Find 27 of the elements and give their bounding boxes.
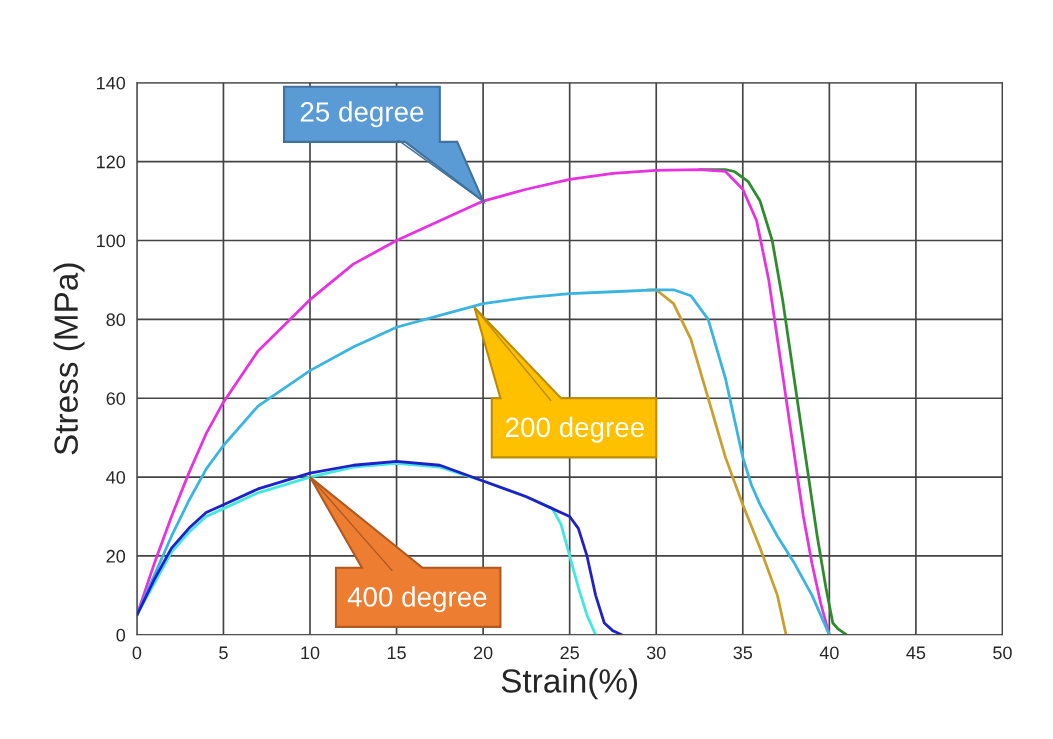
x-tick-label: 20 <box>473 646 493 660</box>
y-tick-label: 80 <box>106 313 126 327</box>
x-tick-label: 30 <box>646 646 666 660</box>
x-tick-label: 40 <box>819 646 839 660</box>
line-series <box>646 288 788 635</box>
x-tick-label: 50 <box>993 646 1012 660</box>
y-tick-label: 40 <box>106 471 126 484</box>
annotation: 200 degree <box>505 416 644 443</box>
x-tick-label: 45 <box>906 646 926 660</box>
annotation: 25 degree <box>300 101 424 128</box>
x-axis-title: Strain(%) <box>501 668 638 700</box>
annotation: 400 degree <box>347 586 487 613</box>
y-tick-label: 20 <box>106 549 126 563</box>
y-tick-label: 140 <box>97 76 126 90</box>
x-tick-label: 25 <box>560 646 579 660</box>
y-tick-label: 60 <box>106 392 126 405</box>
y-axis-title: Stress (MPa) <box>53 263 85 455</box>
line-series <box>136 288 831 635</box>
x-tick-label: 35 <box>733 646 753 660</box>
x-tick-label: 0 <box>132 646 142 660</box>
x-tick-label: 10 <box>301 646 320 660</box>
x-tick-label: 5 <box>219 646 228 660</box>
y-tick-label: 0 <box>116 628 126 642</box>
x-tick-label: 15 <box>387 646 406 660</box>
y-tick-label: 100 <box>97 234 126 248</box>
line-series <box>136 168 831 635</box>
y-tick-label: 120 <box>97 155 126 169</box>
